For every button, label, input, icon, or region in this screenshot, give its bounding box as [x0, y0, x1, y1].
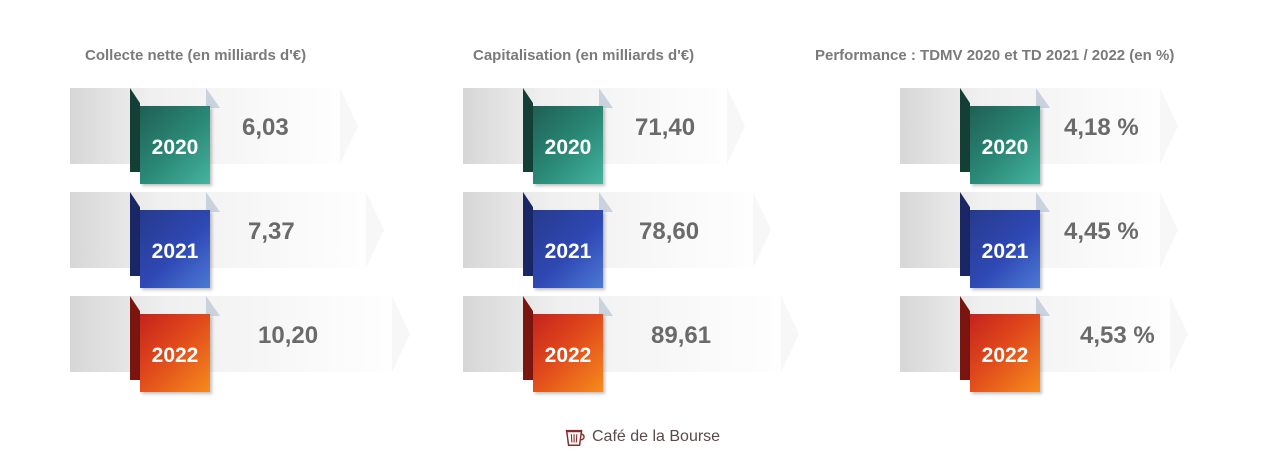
value-label: 10,20 — [258, 322, 319, 349]
year-ribbon: 2022 — [960, 296, 1050, 392]
year-ribbon: 2020 — [523, 88, 613, 184]
value-label: 6,03 — [242, 114, 289, 141]
year-ribbon: 2020 — [960, 88, 1050, 184]
value-label: 4,53 % — [1080, 322, 1155, 349]
year-label: 2022 — [151, 344, 199, 367]
table-row: 2021 4,45 % — [900, 192, 1190, 288]
year-ribbon: 2022 — [523, 296, 613, 392]
table-row: 2020 71,40 — [463, 88, 753, 184]
row-background — [463, 296, 799, 372]
year-label: 2020 — [981, 136, 1029, 159]
value-label: 4,45 % — [1064, 218, 1139, 245]
year-label: 2020 — [544, 136, 592, 159]
year-label: 2021 — [544, 240, 592, 263]
row-background — [70, 296, 410, 372]
year-ribbon: 2021 — [130, 192, 220, 288]
year-ribbon: 2022 — [130, 296, 220, 392]
year-label: 2022 — [544, 344, 592, 367]
value-label: 89,61 — [651, 322, 712, 349]
brand-footer: Café de la Bourse — [564, 426, 720, 448]
value-label: 78,60 — [639, 218, 700, 245]
table-row: 2022 89,61 — [463, 296, 803, 392]
table-row: 2020 4,18 % — [900, 88, 1190, 184]
table-row: 2022 10,20 — [70, 296, 410, 392]
row-background — [463, 192, 771, 268]
year-label: 2021 — [151, 240, 199, 263]
panel-title: Collecte nette (en milliards d'€) — [85, 47, 307, 64]
panel-collecte-nette: Collecte nette (en milliards d'€) 2020 6… — [70, 0, 410, 400]
value-label: 7,37 — [248, 218, 295, 245]
value-label: 4,18 % — [1064, 114, 1139, 141]
brand-name: Café de la Bourse — [592, 428, 721, 445]
panel-performance: Performance : TDMV 2020 et TD 2021 / 202… — [812, 0, 1272, 400]
table-row: 2021 78,60 — [463, 192, 783, 288]
coffee-cup-icon — [565, 429, 585, 446]
panel-title: Performance : TDMV 2020 et TD 2021 / 202… — [815, 47, 1175, 64]
table-row: 2021 7,37 — [70, 192, 390, 288]
table-row: 2022 4,53 % — [900, 296, 1200, 392]
panel-title: Capitalisation (en milliards d'€) — [473, 47, 695, 64]
year-ribbon: 2021 — [523, 192, 613, 288]
year-ribbon: 2020 — [130, 88, 220, 184]
panel-capitalisation: Capitalisation (en milliards d'€) 2020 7… — [463, 0, 803, 400]
table-row: 2020 6,03 — [70, 88, 360, 184]
year-ribbon: 2021 — [960, 192, 1050, 288]
year-label: 2021 — [981, 240, 1029, 263]
row-background — [70, 192, 384, 268]
value-label: 71,40 — [635, 114, 696, 141]
year-label: 2020 — [151, 136, 199, 159]
year-label: 2022 — [981, 344, 1029, 367]
